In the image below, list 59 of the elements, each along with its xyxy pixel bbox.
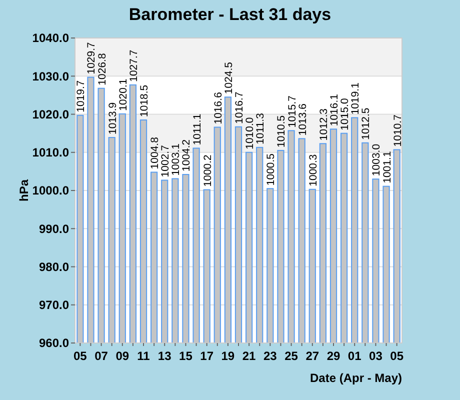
x-tick-label: 11 <box>137 349 150 363</box>
x-tick-label: 13 <box>158 349 172 363</box>
x-tick-label: 09 <box>116 349 130 363</box>
data-label: 1026.8 <box>96 53 108 86</box>
data-label: 1019.7 <box>75 80 88 112</box>
data-label: 1011.1 <box>191 114 204 146</box>
data-label: 1015.7 <box>286 95 298 128</box>
y-tick-label: 1000.0 <box>32 184 70 198</box>
data-label: 1011.3 <box>254 112 267 144</box>
y-tick-label: 970.0 <box>38 298 70 312</box>
x-tick-label: 27 <box>306 349 320 363</box>
data-label: 1002.7 <box>160 144 172 178</box>
x-tick-label: 19 <box>221 349 235 363</box>
data-label: 1010.0 <box>244 117 256 150</box>
data-label: 1000.3 <box>307 154 320 186</box>
data-label: 1013.9 <box>106 102 119 135</box>
y-tick-label: 1020.0 <box>32 107 70 122</box>
x-tick-label: 05 <box>390 349 404 363</box>
y-tick-label: 1040.0 <box>32 31 70 46</box>
data-label: 1018.5 <box>138 84 151 117</box>
data-label: 1012.5 <box>360 108 372 140</box>
x-tick-label: 07 <box>94 349 108 363</box>
y-axis-title: hPa <box>17 179 31 202</box>
data-label: 1027.7 <box>128 50 140 82</box>
data-label: 1016.7 <box>234 92 246 124</box>
x-tick-label: 23 <box>263 349 278 363</box>
y-tick-label: 990.0 <box>38 222 70 236</box>
x-tick-label: 21 <box>242 349 256 363</box>
y-tick-label: 1030.0 <box>32 69 70 84</box>
x-tick-label: 01 <box>348 349 362 363</box>
y-tick-label: 960.0 <box>38 336 70 350</box>
data-label: 1004.2 <box>180 139 193 172</box>
data-label: 1000.2 <box>202 154 214 187</box>
data-label: 1003.0 <box>370 144 383 176</box>
data-label: 1019.1 <box>350 82 362 115</box>
data-label: 1000.5 <box>265 153 278 186</box>
data-label: 1012.3 <box>318 108 330 141</box>
x-tick-label: 03 <box>369 349 383 363</box>
data-label: 1010.5 <box>276 115 288 148</box>
x-tick-label: 17 <box>200 349 214 363</box>
data-label: 1004.8 <box>149 136 162 170</box>
data-label: 1029.7 <box>86 42 98 74</box>
data-label: 1016.6 <box>212 92 224 124</box>
data-label: 1013.6 <box>296 103 309 136</box>
x-tick-label: 05 <box>73 349 88 363</box>
data-label: 1020.1 <box>117 78 130 111</box>
x-tick-label: 25 <box>284 349 298 363</box>
data-label: 1001.1 <box>381 151 394 184</box>
data-label: 1010.7 <box>392 114 404 147</box>
y-tick-label: 980.0 <box>38 260 70 274</box>
data-label: 1016.1 <box>328 94 340 126</box>
data-label: 1015.0 <box>339 98 352 130</box>
data-label: 1024.5 <box>222 62 235 94</box>
x-tick-label: 29 <box>326 349 340 363</box>
data-label: 1003.1 <box>170 143 182 176</box>
chart-title: Barometer - Last 31 days <box>128 5 332 24</box>
y-tick-label: 1010.0 <box>32 146 70 160</box>
x-axis-title: Date (Apr - May) <box>310 371 402 385</box>
x-tick-label: 15 <box>179 349 193 363</box>
